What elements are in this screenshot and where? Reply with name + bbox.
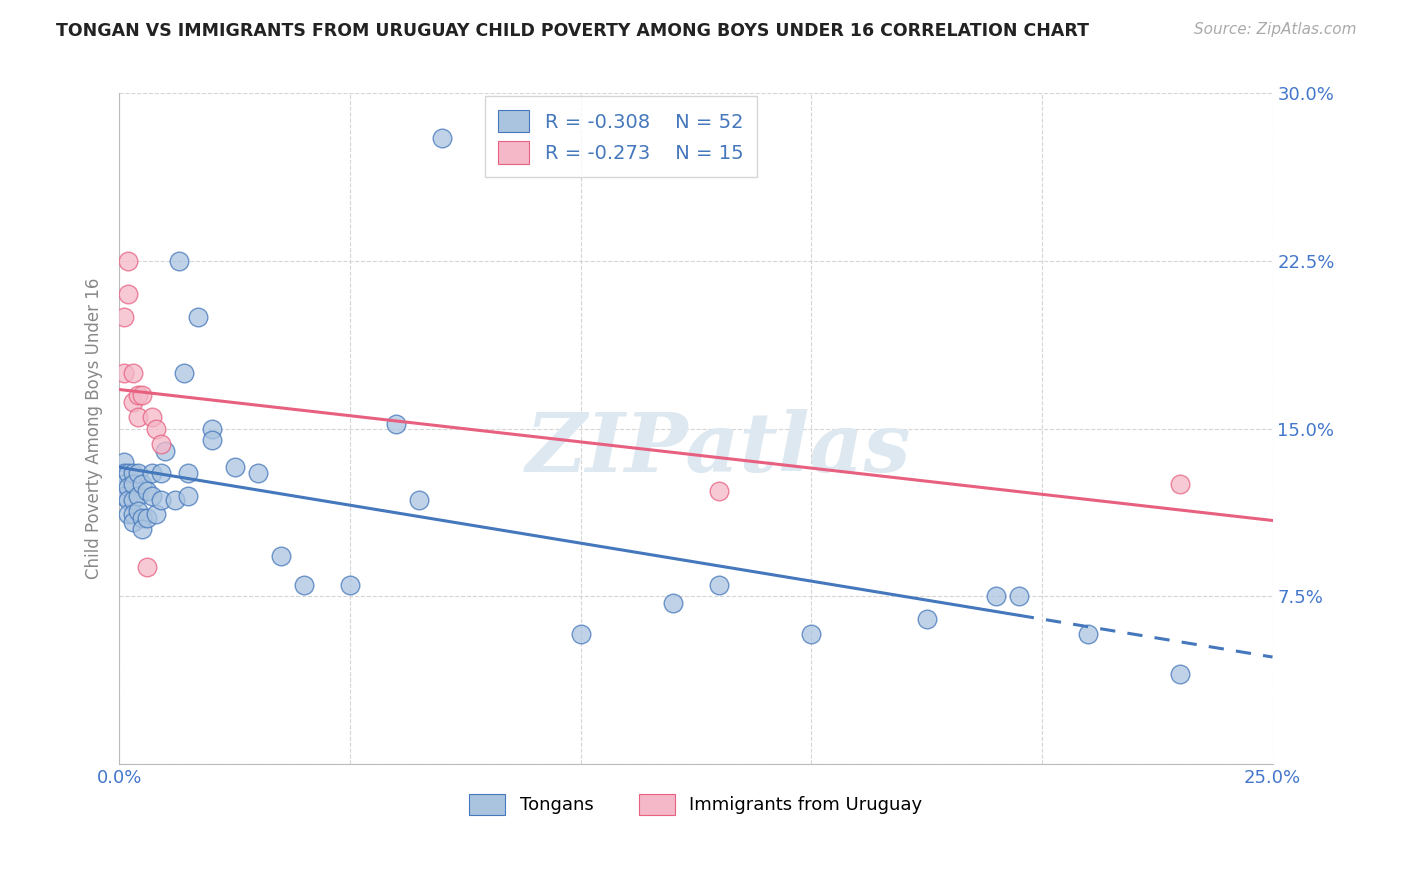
Point — [127, 489, 149, 503]
Point — [1168, 477, 1191, 491]
Point — [122, 507, 145, 521]
Point — [112, 467, 135, 481]
Point — [117, 493, 139, 508]
Point — [141, 467, 163, 481]
Point — [127, 504, 149, 518]
Point — [915, 611, 938, 625]
Point — [707, 484, 730, 499]
Point — [122, 394, 145, 409]
Point — [149, 467, 172, 481]
Text: ZIPatlas: ZIPatlas — [526, 409, 911, 489]
Point — [1008, 589, 1031, 603]
Legend: Tongans, Immigrants from Uruguay: Tongans, Immigrants from Uruguay — [463, 787, 929, 822]
Point — [122, 467, 145, 481]
Point — [122, 366, 145, 380]
Point — [385, 417, 408, 431]
Point — [112, 455, 135, 469]
Point — [117, 480, 139, 494]
Point — [122, 493, 145, 508]
Point — [155, 444, 177, 458]
Point — [224, 459, 246, 474]
Point — [430, 131, 453, 145]
Point — [984, 589, 1007, 603]
Point — [149, 493, 172, 508]
Point — [408, 493, 430, 508]
Point — [1168, 667, 1191, 681]
Y-axis label: Child Poverty Among Boys Under 16: Child Poverty Among Boys Under 16 — [86, 278, 103, 579]
Point — [117, 254, 139, 268]
Point — [131, 388, 153, 402]
Text: TONGAN VS IMMIGRANTS FROM URUGUAY CHILD POVERTY AMONG BOYS UNDER 16 CORRELATION : TONGAN VS IMMIGRANTS FROM URUGUAY CHILD … — [56, 22, 1090, 40]
Point — [112, 310, 135, 324]
Point — [173, 366, 195, 380]
Point — [131, 522, 153, 536]
Point — [117, 507, 139, 521]
Point — [569, 627, 592, 641]
Point — [163, 493, 186, 508]
Point — [127, 467, 149, 481]
Point — [187, 310, 209, 324]
Point — [131, 477, 153, 491]
Point — [339, 578, 361, 592]
Point — [145, 507, 167, 521]
Point — [246, 467, 269, 481]
Point — [149, 437, 172, 451]
Point — [177, 489, 200, 503]
Point — [117, 467, 139, 481]
Point — [136, 484, 159, 499]
Point — [127, 388, 149, 402]
Point — [270, 549, 292, 563]
Point — [136, 560, 159, 574]
Point — [145, 421, 167, 435]
Point — [117, 287, 139, 301]
Point — [1077, 627, 1099, 641]
Point — [122, 516, 145, 530]
Point — [141, 489, 163, 503]
Point — [707, 578, 730, 592]
Point — [200, 433, 222, 447]
Point — [141, 410, 163, 425]
Point — [112, 477, 135, 491]
Point — [136, 511, 159, 525]
Point — [131, 511, 153, 525]
Point — [662, 596, 685, 610]
Point — [800, 627, 823, 641]
Point — [177, 467, 200, 481]
Point — [122, 477, 145, 491]
Point — [200, 421, 222, 435]
Point — [112, 366, 135, 380]
Point — [167, 254, 190, 268]
Point — [112, 489, 135, 503]
Point — [292, 578, 315, 592]
Point — [127, 410, 149, 425]
Text: Source: ZipAtlas.com: Source: ZipAtlas.com — [1194, 22, 1357, 37]
